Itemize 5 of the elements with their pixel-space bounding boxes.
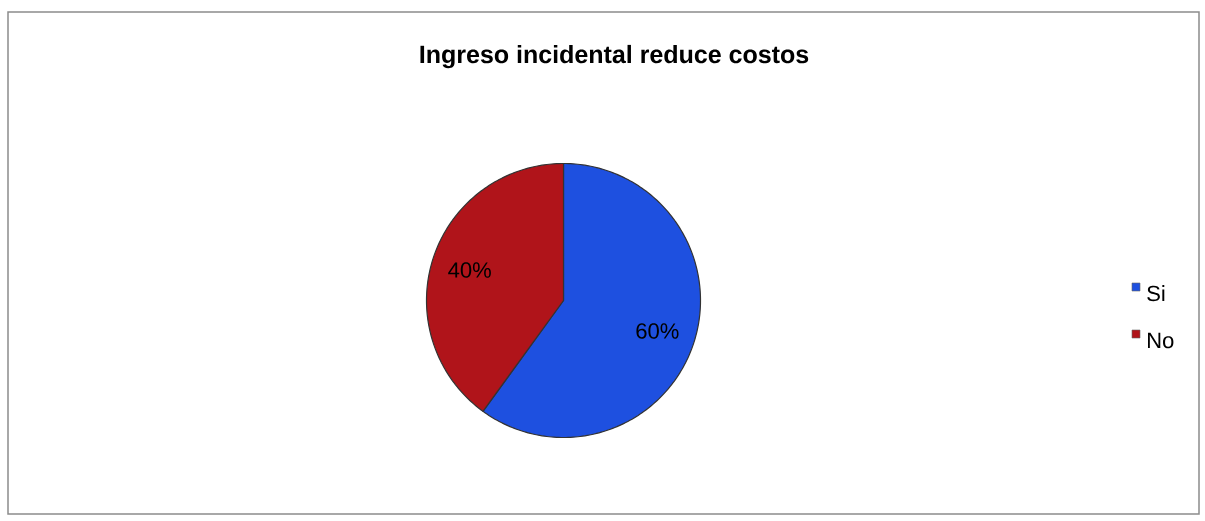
data-label: 60% [636,323,679,339]
legend-label: No [1148,332,1174,349]
data-label: 40% [448,262,491,278]
legend-label: Si [1147,285,1165,302]
chart-title: Ingreso incidental reduce costos [420,44,809,69]
